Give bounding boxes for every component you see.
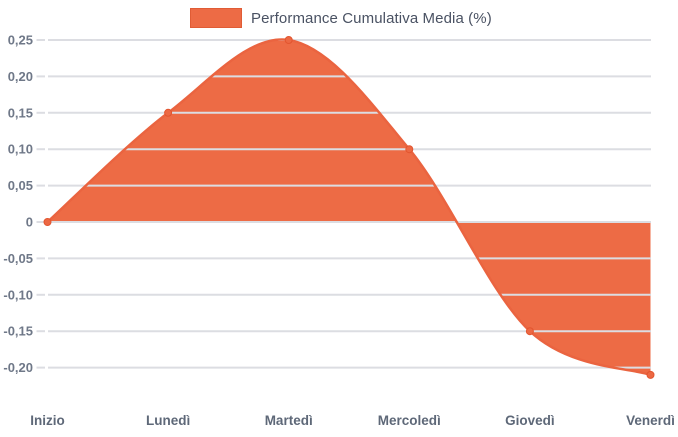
legend[interactable]: Performance Cumulativa Media (%) xyxy=(190,8,492,28)
x-axis-label: Inizio xyxy=(30,413,65,428)
y-axis-tick-label: 0,15 xyxy=(8,105,33,120)
y-axis-tick-label: 0,10 xyxy=(8,142,33,157)
data-point-0[interactable] xyxy=(43,218,52,226)
x-axis-label: Giovedì xyxy=(505,413,555,428)
y-axis-tick-label: -0,20 xyxy=(3,360,33,375)
legend-swatch xyxy=(190,8,242,28)
x-axis-label: Venerdì xyxy=(626,413,675,428)
y-axis-tick-label: -0,10 xyxy=(3,287,33,302)
data-point-3[interactable] xyxy=(405,145,414,154)
data-point-5[interactable] xyxy=(646,370,655,379)
x-axis-label: Lunedì xyxy=(146,413,190,428)
y-axis-tick-label: 0 xyxy=(26,215,33,230)
area-series xyxy=(47,39,651,375)
x-axis-label: Martedì xyxy=(265,413,313,428)
data-point-2[interactable] xyxy=(284,36,293,44)
y-axis-tick-label: 0,25 xyxy=(8,33,33,48)
x-axis-label: Mercoledì xyxy=(378,413,441,428)
legend-label: Performance Cumulativa Media (%) xyxy=(251,9,492,27)
data-point-4[interactable] xyxy=(525,327,534,336)
y-axis-tick-label: -0,15 xyxy=(3,324,33,339)
y-axis-tick-label: 0,20 xyxy=(8,69,33,84)
y-axis-tick-label: 0,05 xyxy=(8,178,33,193)
y-axis-tick-label: -0,05 xyxy=(3,251,33,266)
data-point-1[interactable] xyxy=(164,108,173,117)
